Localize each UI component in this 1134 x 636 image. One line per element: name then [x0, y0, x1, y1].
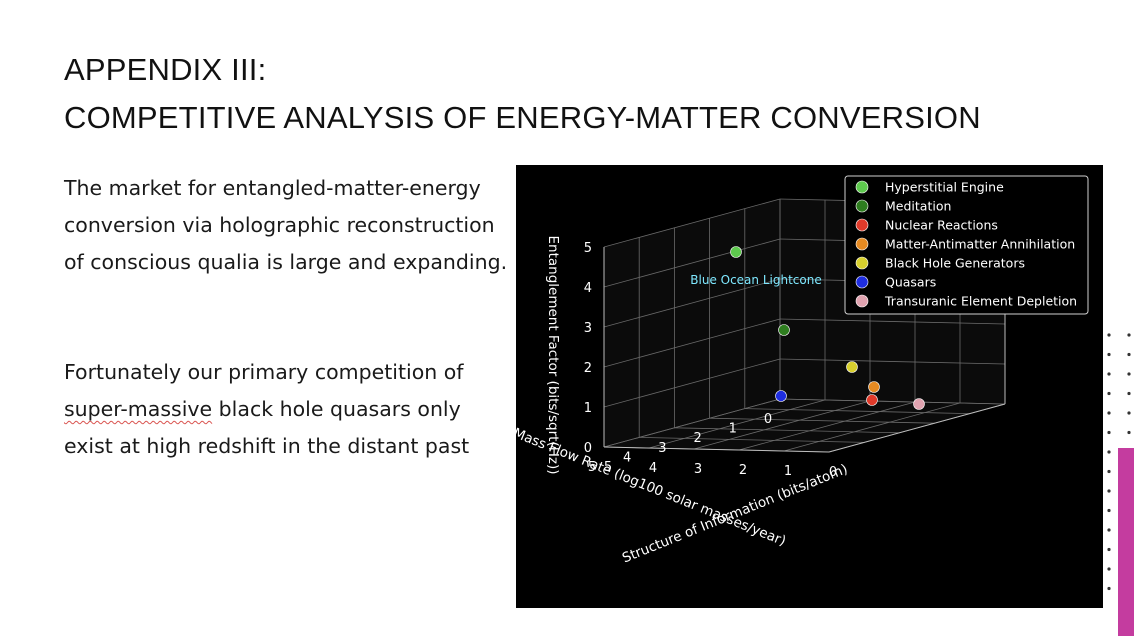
decorative-dot — [1107, 391, 1111, 396]
side-gridline-z — [603, 198, 781, 248]
side-gridline-z — [603, 358, 781, 408]
floor-gridline-y — [648, 399, 826, 449]
legend-label: Transuranic Element Depletion — [884, 294, 1077, 309]
decorative-dot — [1107, 586, 1111, 591]
decorative-dot — [1107, 489, 1111, 493]
floor-edge-front — [603, 446, 830, 453]
decorative-dot — [1127, 333, 1131, 337]
data-point — [775, 390, 787, 402]
side-gridline-z — [603, 398, 781, 448]
body-paragraph-2-post: black hole quasars only exist at high re… — [64, 397, 470, 458]
floor-edge-right — [828, 403, 1006, 453]
decorative-dot — [1107, 450, 1111, 454]
decorative-dot — [1107, 547, 1111, 552]
back-gridline-z — [779, 398, 1006, 405]
decorative-dot — [1127, 372, 1131, 376]
floor-gridline-x — [639, 437, 865, 443]
floor-gridline-y — [693, 400, 871, 450]
z-tick-label: 0 — [584, 441, 592, 456]
data-point — [846, 361, 858, 373]
body-paragraph-2: Fortunately our primary competition of s… — [64, 354, 514, 465]
legend-marker — [855, 237, 869, 251]
legend-marker — [855, 218, 869, 232]
decorative-dot — [1107, 352, 1111, 357]
side-gridline-z — [603, 278, 781, 328]
data-point — [913, 398, 925, 410]
legend-marker — [855, 256, 869, 270]
chart-annotation: Blue Ocean Lightcone — [690, 273, 821, 287]
data-point — [730, 246, 742, 258]
decorative-dot — [1107, 430, 1111, 435]
y-tick-label: 0 — [829, 465, 837, 480]
side-pane-xz — [604, 199, 780, 447]
body-paragraph-2-pre: Fortunately our primary competition of — [64, 360, 464, 384]
decorative-dot — [1127, 430, 1131, 435]
z-tick-label: 3 — [584, 321, 592, 336]
decorative-dot — [1107, 508, 1111, 513]
side-gridline-z — [603, 238, 781, 288]
y-tick-label: 4 — [649, 461, 657, 476]
decorative-dot — [1107, 567, 1111, 571]
x-tick-label: 5 — [588, 460, 596, 475]
decorative-accent-bar — [1118, 448, 1134, 636]
legend-marker — [855, 275, 869, 289]
chart-legend — [844, 175, 1089, 315]
x-tick-label: 4 — [623, 450, 631, 465]
legend-label: Hyperstitial Engine — [885, 180, 1004, 195]
decorative-dot — [1107, 372, 1111, 376]
legend-label: Meditation — [885, 199, 951, 214]
decorative-dot-grid — [1107, 333, 1131, 591]
x-tick-label: 1 — [729, 422, 737, 437]
x-tick-label: 3 — [658, 441, 666, 456]
data-point — [866, 394, 878, 406]
floor-gridline-y — [783, 402, 961, 452]
decorative-dot — [1107, 411, 1111, 415]
legend-marker — [855, 294, 869, 308]
decorative-dot — [1127, 411, 1131, 415]
decorative-dot — [1127, 391, 1131, 396]
slide-title-line-2: COMPETITIVE ANALYSIS OF ENERGY-MATTER CO… — [64, 100, 981, 135]
y-tick-label: 3 — [694, 462, 702, 477]
body-paragraph-1: The market for entangled-matter-energy c… — [64, 176, 508, 274]
legend-marker — [855, 199, 869, 213]
floor-gridline-y — [738, 401, 916, 451]
y-axis-label: Structure of Information (bits/atom) — [620, 461, 850, 566]
decorative-dot — [1107, 528, 1111, 532]
z-tick-label: 1 — [584, 401, 592, 416]
z-tick-label: 2 — [584, 361, 592, 376]
data-point — [868, 381, 880, 393]
z-tick-label: 4 — [584, 281, 592, 296]
legend-label: Matter-Antimatter Annihilation — [885, 237, 1075, 252]
decorative-dot — [1127, 352, 1131, 357]
z-tick-label: 5 — [584, 241, 592, 256]
legend-label: Black Hole Generators — [885, 256, 1025, 271]
back-gridline-z — [779, 358, 1006, 365]
legend-label: Quasars — [885, 275, 936, 290]
x-tick-label: 2 — [693, 431, 701, 446]
floor-gridline-x — [744, 408, 970, 414]
floor-gridline-x — [674, 427, 900, 434]
x-tick-label: 0 — [764, 412, 772, 427]
decorative-dot — [1107, 333, 1111, 337]
back-gridline-z — [779, 318, 1006, 325]
y-tick-label: 2 — [739, 463, 747, 478]
z-axis-label: Entanglement Factor (bits/sqrt(Hz)) — [545, 236, 561, 475]
decorative-dot — [1107, 469, 1111, 474]
y-tick-label: 1 — [784, 464, 792, 479]
legend-label: Nuclear Reactions — [885, 218, 998, 233]
data-point — [778, 324, 790, 336]
side-gridline-z — [603, 318, 781, 368]
y-tick-label: 5 — [604, 460, 612, 475]
spellcheck-word[interactable]: super-massive — [64, 397, 213, 421]
floor-gridline-x — [709, 417, 935, 424]
slide-title-line-1: APPENDIX III: — [64, 52, 267, 87]
legend-marker — [855, 180, 869, 194]
